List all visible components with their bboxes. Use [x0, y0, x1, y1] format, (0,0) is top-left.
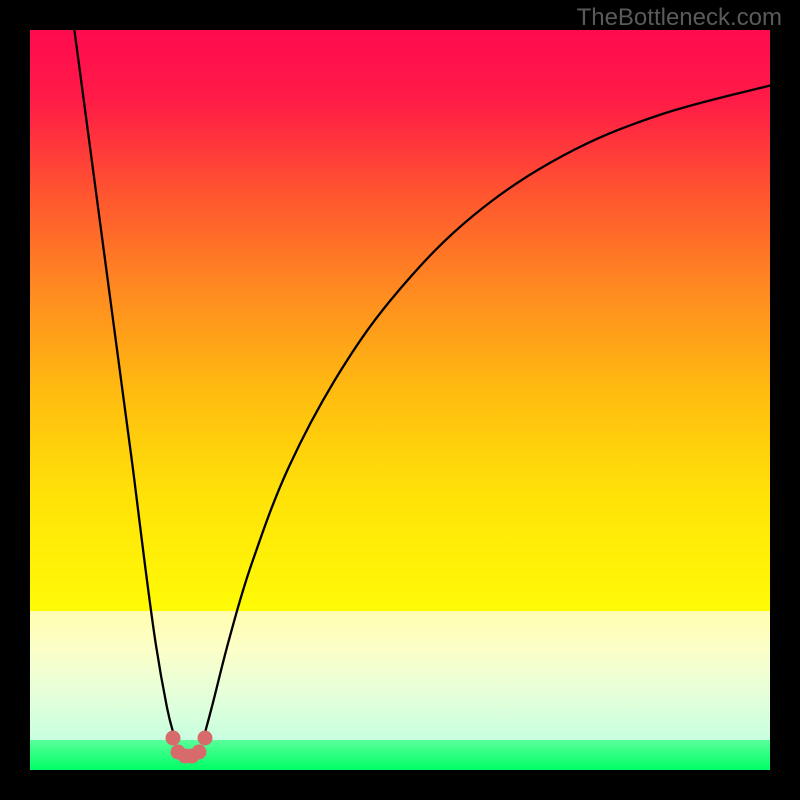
chart-frame: TheBottleneck.com	[0, 0, 800, 800]
plot-area	[30, 30, 770, 770]
curve-left	[74, 30, 174, 737]
valley-marker	[197, 731, 212, 746]
curve-right	[204, 86, 770, 737]
bottleneck-curve	[30, 30, 770, 770]
valley-marker	[191, 744, 206, 759]
watermark-label: TheBottleneck.com	[577, 4, 782, 32]
